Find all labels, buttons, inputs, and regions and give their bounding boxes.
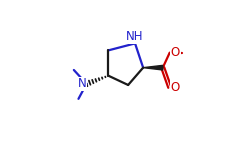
Text: N: N <box>78 77 86 90</box>
Polygon shape <box>143 65 163 70</box>
Text: NH: NH <box>126 30 144 43</box>
Text: O: O <box>171 81 180 94</box>
Text: O: O <box>171 46 180 59</box>
